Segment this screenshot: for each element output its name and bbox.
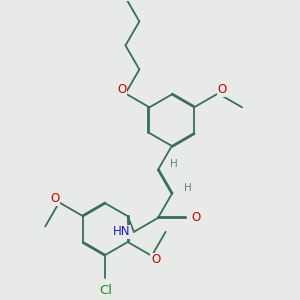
Text: O: O [51, 192, 60, 205]
Text: O: O [117, 83, 126, 96]
Text: H: H [184, 183, 191, 193]
Text: O: O [218, 83, 227, 96]
Text: HN: HN [113, 225, 131, 238]
Text: O: O [191, 212, 200, 224]
Text: H: H [170, 159, 178, 169]
Text: Cl: Cl [99, 284, 112, 297]
Text: O: O [151, 253, 160, 266]
